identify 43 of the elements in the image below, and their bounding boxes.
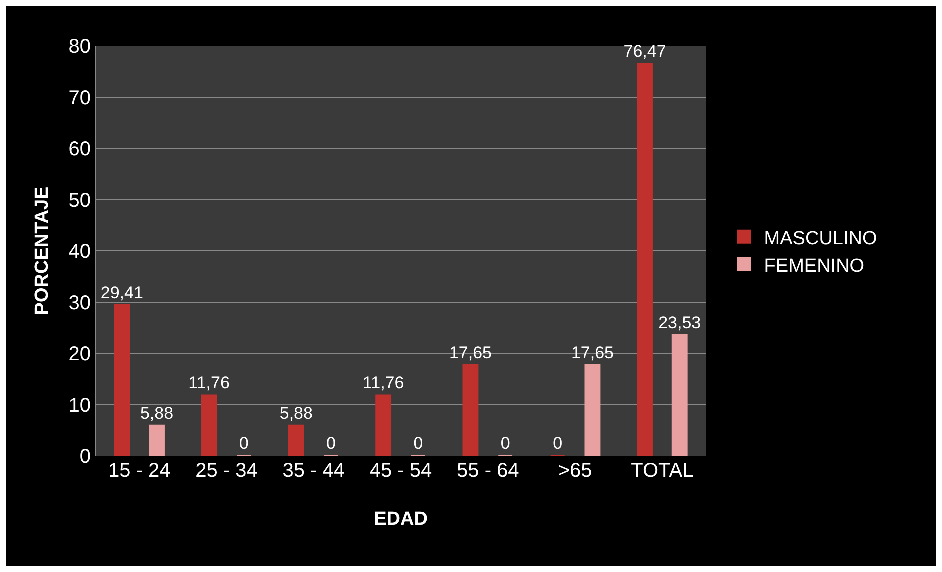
x-tick-label: >65 bbox=[558, 460, 592, 482]
data-label: 29,41 bbox=[100, 283, 144, 302]
x-tick-label: 55 - 64 bbox=[457, 460, 520, 482]
y-axis-title: PORCENTAJE bbox=[32, 186, 53, 316]
legend-label: MASCULINO bbox=[764, 228, 878, 250]
data-label: 17,65 bbox=[449, 344, 492, 363]
data-label: 5,88 bbox=[140, 404, 174, 423]
data-label: 0 bbox=[239, 434, 249, 453]
y-tick-label: 70 bbox=[68, 87, 91, 110]
x-tick-label: TOTAL bbox=[631, 460, 694, 482]
bar bbox=[149, 424, 165, 456]
y-tick-label: 30 bbox=[68, 292, 91, 314]
bar bbox=[637, 63, 653, 456]
x-tick-label: 35 - 44 bbox=[282, 460, 345, 482]
y-tick-label: 60 bbox=[68, 138, 91, 160]
y-tick-label: 80 bbox=[68, 36, 91, 58]
bar bbox=[462, 364, 479, 456]
y-tick-label: 40 bbox=[68, 241, 91, 263]
data-label: 11,76 bbox=[362, 374, 404, 393]
y-tick-label: 20 bbox=[68, 344, 91, 366]
x-tick-label: 15 - 24 bbox=[108, 460, 171, 482]
data-label: 0 bbox=[326, 434, 336, 453]
bar bbox=[201, 394, 218, 456]
bar bbox=[114, 304, 130, 456]
x-axis-title: EDAD bbox=[374, 508, 428, 530]
x-tick-label: 25 - 34 bbox=[196, 460, 258, 482]
y-tick-label: 50 bbox=[68, 190, 91, 212]
bar bbox=[288, 424, 304, 456]
x-tick-label: 45 - 54 bbox=[370, 460, 432, 482]
data-label: 0 bbox=[414, 434, 424, 453]
y-tick-label: 0 bbox=[80, 446, 91, 468]
data-label: 11,76 bbox=[188, 374, 230, 393]
bar bbox=[672, 334, 688, 456]
bar bbox=[376, 394, 392, 456]
data-label: 0 bbox=[553, 434, 563, 453]
legend-label: FEMENINO bbox=[764, 256, 865, 277]
data-label: 76,47 bbox=[624, 42, 666, 62]
y-tick-label: 10 bbox=[68, 394, 91, 417]
bar bbox=[584, 364, 601, 456]
data-label: 5,88 bbox=[280, 404, 313, 423]
data-label: 17,65 bbox=[571, 344, 614, 363]
data-label: 23,53 bbox=[658, 313, 702, 332]
data-label: 0 bbox=[500, 434, 510, 453]
